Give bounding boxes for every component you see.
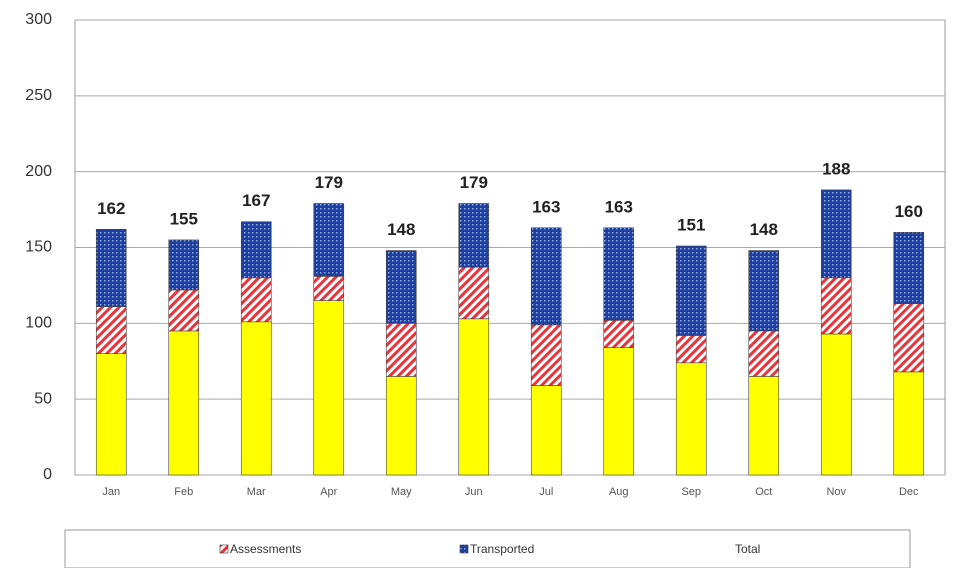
- bar-segment: [168, 330, 200, 476]
- bar-segment: [893, 303, 925, 373]
- x-tick-label: Jun: [465, 486, 483, 498]
- total-label: 179: [460, 173, 488, 192]
- x-tick-label: Jan: [102, 486, 120, 498]
- bar-segment: [168, 289, 200, 332]
- bar-segment: [313, 300, 345, 476]
- bar-segment: [530, 385, 562, 476]
- bar-segment: [530, 324, 562, 386]
- bar-segment: [893, 371, 925, 476]
- total-label: 167: [242, 191, 270, 210]
- bar-segment: [603, 227, 635, 321]
- bar-segment: [675, 335, 707, 364]
- total-label: 160: [895, 202, 923, 221]
- x-tick-label: Apr: [320, 486, 337, 498]
- legend-label: Total: [735, 542, 760, 556]
- y-tick-label: 150: [25, 239, 52, 256]
- y-tick-label: 300: [25, 11, 52, 28]
- bar-segment: [95, 229, 127, 307]
- bar-segment: [385, 376, 417, 476]
- bar-segment: [675, 362, 707, 476]
- bar-segment: [240, 321, 272, 476]
- x-tick-label: Sep: [681, 486, 701, 498]
- x-tick-label: Nov: [826, 486, 846, 498]
- legend-label: Assessments: [230, 542, 301, 556]
- y-tick-label: 50: [34, 390, 52, 407]
- bar-segment: [95, 306, 127, 354]
- bar-segment: [820, 189, 852, 279]
- bar-segment: [385, 323, 417, 377]
- legend-swatch: [459, 544, 469, 554]
- total-label: 188: [822, 159, 850, 178]
- total-label: 162: [97, 199, 125, 218]
- x-tick-label: Jul: [539, 486, 553, 498]
- x-tick-label: Aug: [609, 486, 629, 498]
- bar-segment: [603, 319, 635, 348]
- bar-segment: [313, 203, 345, 277]
- bar-segment: [530, 227, 562, 326]
- bar-segment: [820, 277, 852, 335]
- bar-segment: [893, 232, 925, 304]
- y-tick-label: 200: [25, 163, 52, 180]
- bar-segment: [748, 376, 780, 476]
- legend-label: Transported: [470, 542, 534, 556]
- bar-segment: [748, 330, 780, 377]
- y-tick-label: 100: [25, 315, 52, 332]
- y-tick-label: 0: [43, 466, 52, 483]
- x-tick-label: Oct: [755, 486, 772, 498]
- total-label: 151: [677, 215, 705, 234]
- bar-segment: [240, 277, 272, 323]
- x-tick-label: Dec: [899, 486, 919, 498]
- total-label: 155: [170, 209, 198, 228]
- total-label: 148: [750, 220, 778, 239]
- bar-segment: [675, 245, 707, 336]
- bar-segment: [603, 347, 635, 476]
- bar-segment: [313, 276, 345, 301]
- bar-segment: [458, 203, 490, 268]
- bar-segment: [748, 250, 780, 332]
- x-tick-label: Feb: [174, 486, 193, 498]
- y-tick-label: 250: [25, 87, 52, 104]
- x-tick-label: May: [391, 486, 412, 498]
- legend: [64, 529, 911, 568]
- bar-segment: [385, 250, 417, 324]
- total-label: 163: [532, 197, 560, 216]
- bar-segment: [240, 221, 272, 279]
- bar-segment: [458, 318, 490, 476]
- total-label: 163: [605, 197, 633, 216]
- bar-segment: [168, 239, 200, 291]
- total-label: 179: [315, 173, 343, 192]
- total-label: 148: [387, 220, 415, 239]
- bar-segment: [820, 333, 852, 476]
- bar-segment: [458, 266, 490, 320]
- x-tick-label: Mar: [247, 486, 266, 498]
- bar-segment: [95, 353, 127, 476]
- legend-swatch: [219, 544, 229, 554]
